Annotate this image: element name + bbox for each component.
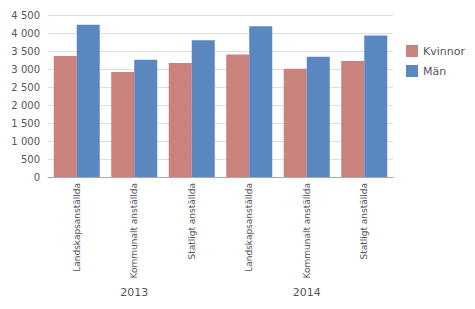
svg-text:2014: 2014 <box>293 286 321 299</box>
svg-text:Kvinnor: Kvinnor <box>423 45 465 58</box>
svg-text:Kommunalt anställda: Kommunalt anställda <box>129 183 139 279</box>
svg-text:Landskapsanställda: Landskapsanställda <box>72 183 82 272</box>
svg-text:3 000: 3 000 <box>11 64 40 75</box>
svg-text:2 500: 2 500 <box>11 82 40 93</box>
svg-text:Män: Män <box>423 65 446 78</box>
svg-text:Statligt anställda: Statligt anställda <box>359 183 369 260</box>
svg-text:3 500: 3 500 <box>11 46 40 57</box>
svg-text:2 000: 2 000 <box>11 100 40 111</box>
svg-text:1 000: 1 000 <box>11 136 40 147</box>
svg-text:Landskapsanställda: Landskapsanställda <box>244 183 254 272</box>
svg-text:Kommunalt anställda: Kommunalt anställda <box>302 183 312 279</box>
svg-text:1 500: 1 500 <box>11 118 40 129</box>
svg-text:4 000: 4 000 <box>11 28 40 39</box>
svg-text:0: 0 <box>34 172 40 183</box>
svg-text:2013: 2013 <box>120 286 148 299</box>
svg-text:Statligt anställda: Statligt anställda <box>187 183 197 260</box>
svg-text:4 500: 4 500 <box>11 10 40 21</box>
svg-text:500: 500 <box>21 154 40 165</box>
